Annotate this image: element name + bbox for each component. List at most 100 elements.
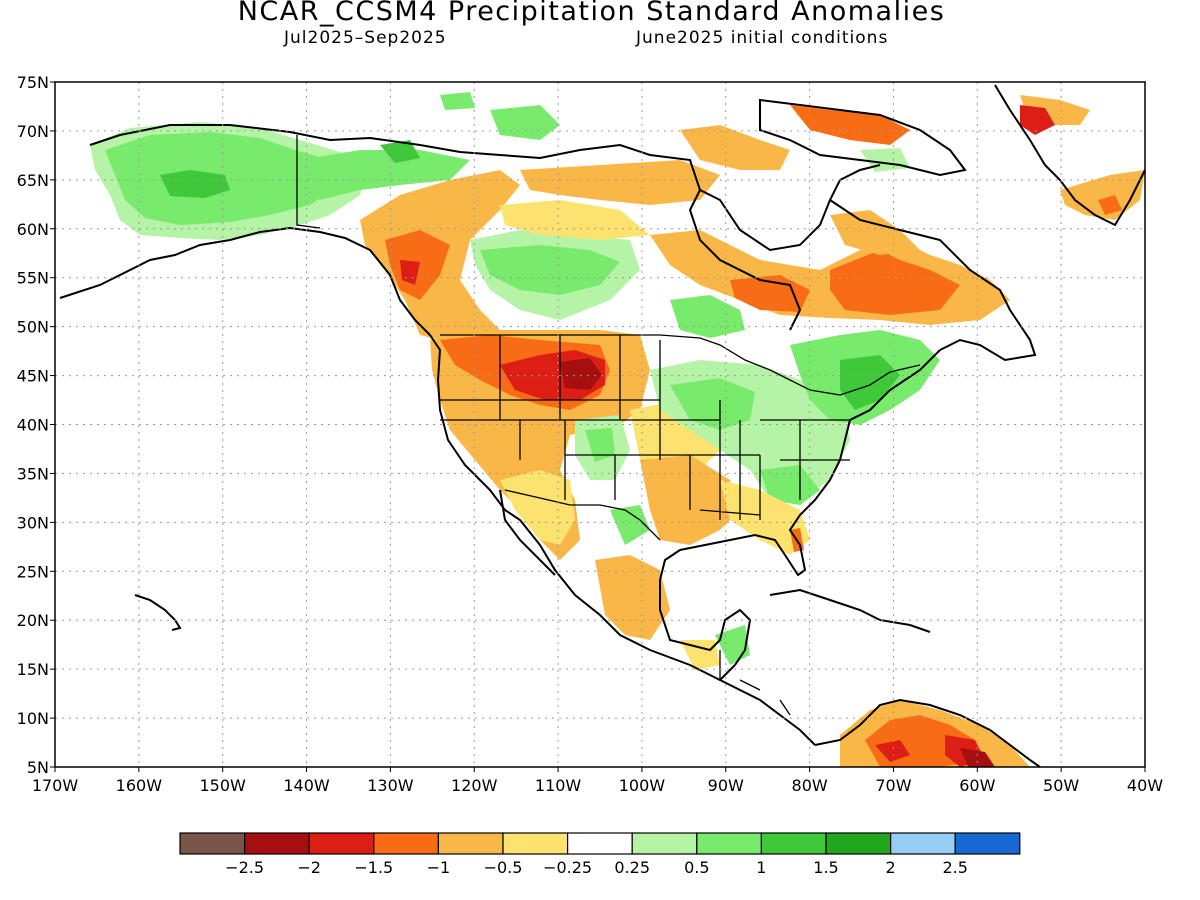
anomaly-quebec-dry-strong bbox=[730, 250, 960, 315]
coastline-hudson-bay bbox=[699, 164, 881, 252]
lat-tick-label: 65N bbox=[17, 171, 49, 190]
lon-tick-label: 50W bbox=[1043, 776, 1079, 795]
anomaly-yukon-wet bbox=[300, 150, 470, 200]
border-alaska-canada bbox=[296, 135, 321, 229]
colorbar-swatch bbox=[502, 832, 569, 855]
border-us-mexico bbox=[504, 489, 661, 541]
colorbar-swatch bbox=[308, 832, 375, 855]
coastline-arctic bbox=[89, 124, 802, 331]
lon-tick-label: 150W bbox=[200, 776, 247, 795]
colorbar-label: 2 bbox=[886, 858, 896, 877]
lat-tick-label: 40N bbox=[17, 416, 49, 435]
coastline-alaska bbox=[59, 226, 431, 336]
borders-us-states bbox=[440, 335, 850, 520]
coastline-greenland bbox=[994, 84, 1146, 227]
map-title: NCAR_CCSM4 Precipitation Standard Anomal… bbox=[237, 0, 946, 27]
anomaly-venezuela-dry-vstrong bbox=[875, 735, 985, 767]
border-us-canada bbox=[440, 334, 921, 396]
lon-tick-label: 130W bbox=[367, 776, 414, 795]
colorbar-swatch bbox=[631, 832, 698, 855]
coastline-samerica bbox=[814, 698, 1041, 768]
colorbar-swatch bbox=[889, 832, 956, 855]
anomaly-greenland-dry-strong bbox=[1020, 105, 1055, 135]
anomaly-greenland-dry-strong-se bbox=[1098, 195, 1122, 215]
colorbar-swatch bbox=[760, 832, 827, 855]
anomaly-uswest-dry-light bbox=[500, 470, 575, 545]
colorbar-label: −0.25 bbox=[543, 858, 592, 877]
anomaly-northeast-wet-strong bbox=[840, 355, 900, 410]
forecast-period: Jul2025–Sep2025 bbox=[284, 28, 447, 48]
lat-tick-label: 30N bbox=[17, 513, 49, 532]
coastline-baja bbox=[499, 489, 556, 576]
colorbar-swatch bbox=[373, 832, 439, 855]
coastline-labrador bbox=[829, 199, 1037, 362]
political-borders bbox=[296, 135, 921, 716]
colorbar-label: 0.5 bbox=[684, 858, 709, 877]
lat-tick-label: 5N bbox=[27, 758, 49, 777]
lat-tick-label: 50N bbox=[17, 318, 49, 337]
map-panel bbox=[54, 81, 1146, 768]
colorbar-swatch bbox=[954, 832, 1021, 855]
anomaly-mexico-dry bbox=[595, 555, 670, 640]
lat-tick-label: 55N bbox=[17, 269, 49, 288]
lon-tick-label: 60W bbox=[959, 776, 995, 795]
anomaly-quebec-dry-light bbox=[830, 210, 920, 255]
anomaly-bc-dry-vstrong bbox=[400, 260, 420, 285]
coastline-baffin bbox=[759, 98, 967, 177]
colorbar-label: 1.5 bbox=[813, 858, 838, 877]
lat-tick-label: 25N bbox=[17, 562, 49, 581]
longitude-axis: 170W 160W 150W 140W 130W 120W 110W 100W 90W 80W 70… bbox=[32, 767, 1163, 795]
lat-tick-label: 60N bbox=[17, 220, 49, 239]
colorbar-swatch bbox=[566, 832, 633, 855]
anomaly-alaska-wet-strong bbox=[160, 170, 230, 198]
colorbar-swatch bbox=[825, 832, 892, 855]
colorbar-swatch bbox=[696, 832, 762, 855]
lon-tick-label: 120W bbox=[451, 776, 498, 795]
coastline-cuba bbox=[769, 588, 881, 621]
coastline-hispaniola bbox=[879, 619, 931, 633]
colorbar-label: −2.5 bbox=[225, 858, 264, 877]
colorbar-label: 1 bbox=[756, 858, 766, 877]
anomaly-greenland-dry bbox=[1020, 95, 1145, 220]
lon-tick-label: 170W bbox=[32, 776, 79, 795]
lon-tick-label: 80W bbox=[792, 776, 828, 795]
lon-tick-label: 40W bbox=[1127, 776, 1163, 795]
lat-tick-label: 70N bbox=[17, 122, 49, 141]
colorbar-label: 2.5 bbox=[942, 858, 967, 877]
anomaly-southeast-dry bbox=[720, 480, 810, 555]
colorbar-swatch bbox=[244, 832, 310, 855]
lon-tick-label: 100W bbox=[619, 776, 666, 795]
anomaly-colorado-wet-mid bbox=[585, 428, 615, 462]
lat-tick-label: 10N bbox=[17, 709, 49, 728]
colorbar-label: −0.5 bbox=[484, 858, 523, 877]
lat-tick-label: 35N bbox=[17, 464, 49, 483]
lon-tick-label: 90W bbox=[708, 776, 744, 795]
coastline-west-us bbox=[429, 334, 721, 681]
lon-tick-label: 160W bbox=[116, 776, 163, 795]
lat-tick-label: 15N bbox=[17, 660, 49, 679]
anomaly-mexico-dry-light bbox=[680, 640, 720, 670]
anomaly-shading bbox=[90, 92, 1145, 767]
colorbar: −2.5 −2 −1.5 −1 −0.5 −0.25 0.25 0.5 1 1.5 2 2.5 bbox=[179, 832, 1021, 877]
anomaly-nunavut-dry bbox=[520, 160, 720, 205]
latitude-axis: 75N 70N 65N 60N 55N 50N 45N 40N 35N 30N 25N 20N 15N 1… bbox=[17, 73, 55, 777]
lat-tick-label: 45N bbox=[17, 367, 49, 386]
coastline-hawaii bbox=[134, 594, 182, 631]
colorbar-label: 0.25 bbox=[614, 858, 650, 877]
anomaly-nunavut-dry-light bbox=[500, 200, 650, 240]
coastlines bbox=[59, 84, 1146, 768]
initial-conditions: June2025 initial conditions bbox=[636, 28, 889, 48]
lat-tick-label: 20N bbox=[17, 611, 49, 630]
anomaly-baffin-dry bbox=[680, 125, 790, 170]
anomaly-wyoming-dry-extreme bbox=[560, 358, 602, 390]
lon-tick-label: 110W bbox=[535, 776, 582, 795]
anomaly-midwest-wet-mid bbox=[670, 378, 820, 505]
lon-tick-label: 70W bbox=[875, 776, 911, 795]
coastline-east-us bbox=[659, 349, 941, 746]
lon-tick-label: 140W bbox=[283, 776, 330, 795]
colorbar-swatch bbox=[437, 832, 504, 855]
anomaly-prairie-wet-mid bbox=[480, 245, 620, 295]
colorbar-swatch bbox=[179, 832, 246, 855]
anomaly-mexico-wet bbox=[610, 505, 650, 545]
